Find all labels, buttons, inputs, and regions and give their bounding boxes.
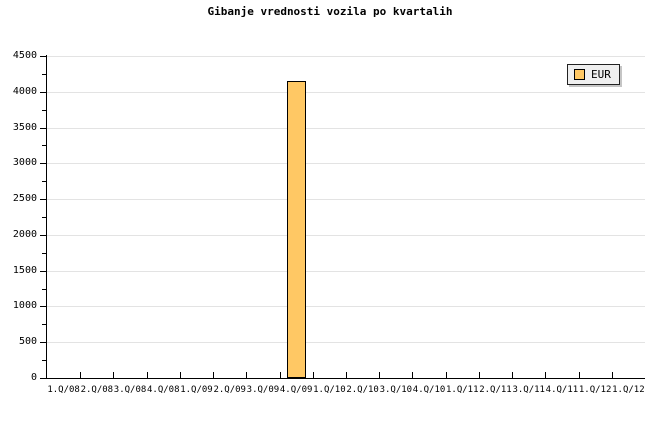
gridline <box>47 163 645 164</box>
x-axis-tick <box>80 372 81 379</box>
x-axis-tick-label: 2.Q/08 <box>80 385 114 395</box>
y-axis-tick <box>40 306 46 307</box>
x-axis-tick-label: 4.Q/09 <box>279 385 313 395</box>
x-axis-tick <box>147 372 148 379</box>
y-axis-line <box>46 55 47 379</box>
gridline <box>47 342 645 343</box>
chart-legend: EUR <box>567 64 620 85</box>
y-axis-minor-tick <box>42 289 46 290</box>
gridline <box>47 306 645 307</box>
x-axis-tick <box>346 372 347 379</box>
x-axis-tick-label: 2.Q/11 <box>479 385 512 395</box>
y-axis-minor-tick <box>42 110 46 111</box>
gridline <box>47 56 645 57</box>
y-axis-tick-label: 2000 <box>12 229 37 240</box>
x-axis-tick-label: 1.Q/12 <box>578 385 612 395</box>
legend-label-eur: EUR <box>591 68 611 81</box>
x-axis-tick-label: 3.Q/10 <box>379 385 413 395</box>
x-axis-tick <box>213 372 214 379</box>
x-axis-tick <box>479 372 480 379</box>
x-axis-tick <box>379 372 380 379</box>
gridline <box>47 199 645 200</box>
x-axis-tick <box>612 372 613 379</box>
gridline <box>47 92 645 93</box>
x-axis-tick <box>280 372 281 379</box>
y-axis-labels: 0 500 1000 1500 2000 2500 3000 3500 4000 4500 <box>0 0 37 440</box>
y-axis-tick <box>40 378 46 379</box>
x-axis-line <box>46 378 645 379</box>
y-axis-tick-label: 1000 <box>12 300 37 311</box>
x-axis-tick-label: 4.Q/08 <box>147 385 180 395</box>
gridline <box>47 235 645 236</box>
x-axis-tick-label: 3.Q/09 <box>246 385 280 395</box>
bar <box>287 81 306 378</box>
x-axis-tick-label: 1.Q/09 <box>180 385 213 395</box>
y-axis-minor-tick <box>42 324 46 325</box>
y-axis-tick-label: 1500 <box>12 265 37 276</box>
y-axis-tick <box>40 92 46 93</box>
y-axis-tick <box>40 199 46 200</box>
x-axis-tick <box>412 372 413 379</box>
y-axis-tick-label: 2500 <box>12 193 37 204</box>
x-axis-tick <box>113 372 114 379</box>
y-axis-minor-tick <box>42 145 46 146</box>
y-axis-tick <box>40 271 46 272</box>
x-axis-tick-label: 3.Q/11 <box>512 385 545 395</box>
y-axis-minor-tick <box>42 253 46 254</box>
y-axis-minor-tick <box>42 181 46 182</box>
chart-title: Gibanje vrednosti vozila po kvartalih <box>207 5 453 18</box>
x-axis-tick <box>545 372 546 379</box>
x-axis-tick-label: 2.Q/09 <box>213 385 246 395</box>
y-axis-tick-label: 4000 <box>12 86 37 97</box>
gridline <box>47 128 645 129</box>
x-axis-tick <box>446 372 447 379</box>
y-axis-tick <box>40 163 46 164</box>
y-axis-tick <box>40 128 46 129</box>
legend-swatch-eur <box>574 69 585 80</box>
y-axis-tick-label: 4500 <box>12 50 37 61</box>
x-axis-tick-label: 4.Q/10 <box>412 385 446 395</box>
y-axis-minor-tick <box>42 217 46 218</box>
plot-area <box>47 56 645 378</box>
x-axis-tick-label: 3.Q/08 <box>113 385 147 395</box>
x-axis-tick <box>579 372 580 379</box>
x-axis-tick-label: 4.Q/11 <box>545 385 579 395</box>
y-axis-tick-label: 3000 <box>12 157 37 168</box>
x-axis-tick-label: 1.Q/11 <box>446 385 479 395</box>
y-axis-tick <box>40 56 46 57</box>
x-axis-tick <box>180 372 181 379</box>
y-axis-tick <box>40 342 46 343</box>
gridline <box>47 271 645 272</box>
x-axis-tick <box>512 372 513 379</box>
y-axis-tick <box>40 235 46 236</box>
x-axis-tick-label: 1.Q/08 <box>47 385 80 395</box>
y-axis-tick-label: 3500 <box>12 122 37 133</box>
x-axis-tick-label: 1.Q/12 <box>612 385 645 395</box>
y-axis-tick-label: 0 <box>30 372 37 383</box>
x-axis-tick <box>313 372 314 379</box>
y-axis-minor-tick <box>42 360 46 361</box>
y-axis-minor-tick <box>42 74 46 75</box>
x-axis-tick <box>246 372 247 379</box>
y-axis-tick-label: 500 <box>18 336 37 347</box>
x-axis-tick-label: 2.Q/10 <box>346 385 379 395</box>
x-axis-tick-label: 1.Q/10 <box>313 385 346 395</box>
